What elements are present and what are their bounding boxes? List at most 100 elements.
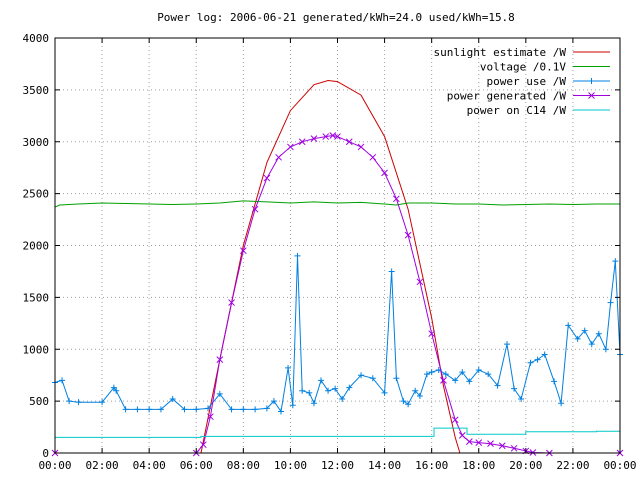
data-point (306, 389, 313, 396)
data-point (334, 133, 341, 140)
data-point (99, 399, 106, 406)
data-point (465, 438, 473, 445)
data-point (298, 138, 306, 146)
series-2 (52, 252, 623, 415)
data-point (416, 278, 424, 286)
data-point (581, 327, 588, 334)
x-tick-label: 08:00 (227, 459, 260, 472)
chart-title: Power log: 2006-06-21 generated/kWh=24.0… (157, 11, 515, 24)
data-point (588, 92, 595, 99)
data-point (339, 396, 346, 403)
data-point (459, 369, 466, 376)
data-point (458, 432, 466, 439)
data-point (289, 402, 296, 409)
series-line (54, 200, 620, 208)
data-point (400, 398, 407, 405)
legend-label: power generated /W (447, 90, 567, 103)
data-point (193, 406, 200, 413)
data-point (345, 138, 353, 146)
legend-label: power on C14 /W (467, 104, 567, 117)
data-point (110, 384, 117, 391)
data-point (325, 387, 332, 394)
x-tick-label: 12:00 (321, 459, 354, 472)
y-tick-label: 500 (29, 395, 49, 408)
data-point (607, 299, 614, 306)
data-point (322, 133, 330, 140)
data-point (381, 169, 388, 177)
series-1 (54, 200, 620, 208)
x-tick-label: 16:00 (415, 459, 448, 472)
data-point (285, 364, 292, 371)
data-point (251, 205, 259, 213)
x-tick-label: 02:00 (86, 459, 119, 472)
data-point (405, 401, 412, 408)
data-point (239, 247, 247, 255)
data-point (565, 322, 572, 329)
data-point (146, 406, 153, 413)
data-point (393, 375, 400, 382)
data-point (113, 387, 120, 394)
data-point (358, 372, 365, 379)
data-point (216, 390, 223, 397)
data-point (157, 406, 164, 413)
data-point (527, 359, 534, 366)
y-tick-label: 2000 (23, 240, 50, 253)
data-point (558, 400, 565, 407)
data-point (452, 377, 459, 384)
data-point (332, 385, 339, 392)
data-point (75, 399, 82, 406)
y-tick-label: 4000 (23, 32, 50, 45)
data-point (388, 268, 395, 275)
data-point (588, 341, 595, 348)
series-4 (55, 427, 620, 438)
x-tick-label: 04:00 (133, 459, 166, 472)
data-point (412, 387, 419, 394)
data-point (199, 441, 207, 449)
data-point (487, 440, 494, 448)
data-point (216, 356, 224, 363)
data-point (278, 408, 284, 415)
data-point (228, 299, 235, 306)
data-point (440, 377, 447, 384)
data-point (485, 371, 492, 378)
data-point (541, 351, 548, 358)
data-point (416, 392, 423, 399)
data-point (369, 375, 376, 382)
data-point (451, 416, 459, 424)
data-point (263, 174, 271, 182)
data-point (59, 377, 66, 384)
data-point (66, 398, 73, 405)
y-tick-label: 3500 (23, 84, 50, 97)
y-tick-label: 3000 (23, 136, 50, 149)
data-point (263, 405, 270, 412)
series-line (54, 255, 621, 413)
x-tick-label: 00:00 (38, 459, 71, 472)
data-point (595, 330, 602, 337)
data-point (310, 135, 318, 142)
data-point (181, 406, 188, 413)
axes: 0 500 1000 1500 2000 2500 3000 3500 4000 00:00 02:… (23, 32, 637, 472)
data-point (252, 406, 259, 413)
data-point (357, 143, 365, 151)
data-point (310, 400, 317, 407)
data-point (287, 143, 294, 151)
data-point (442, 371, 449, 378)
data-point (498, 442, 506, 450)
legend-label: sunlight estimate /W (434, 46, 567, 59)
x-tick-label: 06:00 (180, 459, 213, 472)
y-tick-label: 1500 (23, 291, 50, 304)
x-tick-label: 18:00 (462, 459, 495, 472)
data-point (270, 398, 277, 405)
x-tick-label: 20:00 (509, 459, 542, 472)
data-point (602, 346, 609, 353)
data-point (475, 439, 483, 446)
y-tick-label: 2500 (23, 188, 50, 201)
x-tick-label: 14:00 (368, 459, 401, 472)
data-point (393, 195, 400, 203)
data-point (346, 384, 353, 391)
data-point (466, 378, 473, 385)
data-point (510, 444, 518, 452)
data-point (534, 356, 541, 363)
